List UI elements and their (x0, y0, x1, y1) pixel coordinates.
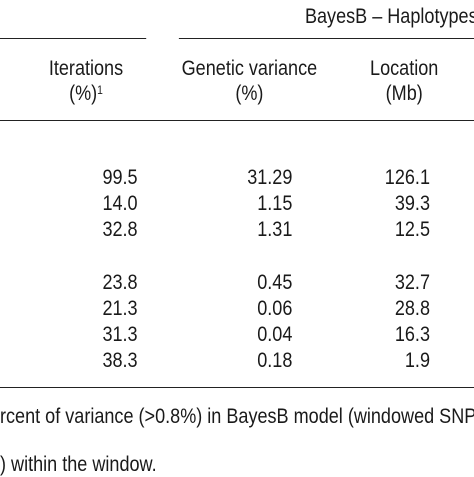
table-row-1-location: 126.1 (384, 166, 430, 189)
table-page: BayesB – Haplotypes Iterations (%)1 Gene… (0, 5, 474, 476)
table-row-1-genetic-variance: 31.29 (247, 166, 293, 189)
location-header-line2: (Mb) (385, 82, 423, 105)
iterations-unit: (%) (69, 82, 98, 105)
table-row-4-genetic-variance: 0.45 (257, 271, 293, 294)
table-row-6-iterations: 31.3 (102, 323, 138, 346)
group-header-rule (178, 38, 474, 39)
table-row-4-iterations: 23.8 (102, 271, 138, 294)
top-rule-left (0, 38, 147, 39)
table-row-6-location: 16.3 (394, 323, 430, 346)
table-row-6-genetic-variance: 0.04 (257, 323, 293, 346)
table-row-1-iterations: 99.5 (102, 166, 138, 189)
genetic-variance-header-line2: (%) (235, 82, 264, 105)
iterations-header-line1: Iterations (48, 57, 124, 80)
table-bottom-rule (0, 387, 474, 388)
footnote-line-2: ) within the window. (0, 453, 157, 476)
table-row-2-iterations: 14.0 (102, 192, 138, 215)
table-row-2-location: 39.3 (394, 192, 430, 215)
table-row-4-location: 32.7 (394, 271, 430, 294)
table-row-7-iterations: 38.3 (102, 349, 138, 372)
table-row-5-genetic-variance: 0.06 (257, 297, 293, 320)
column-header-location: Location (Mb) (353, 56, 456, 106)
table-row-3-location: 12.5 (394, 218, 430, 241)
header-bottom-rule (0, 120, 474, 121)
footnote-line-1: rcent of variance (>0.8%) in BayesB mode… (0, 405, 474, 428)
group-header: BayesB – Haplotypes (304, 5, 474, 28)
table-row-2-genetic-variance: 1.15 (257, 192, 293, 215)
column-header-iterations: Iterations (%)1 (26, 56, 146, 106)
table-row-5-iterations: 21.3 (102, 297, 138, 320)
table-row-3-genetic-variance: 1.31 (257, 218, 293, 241)
genetic-variance-header-line1: Genetic variance (181, 57, 318, 80)
column-header-genetic-variance: Genetic variance (%) (172, 56, 327, 106)
location-header-line1: Location (370, 57, 439, 80)
footnote-marker: 1 (97, 83, 103, 97)
iterations-header-line2: (%)1 (26, 81, 146, 106)
table-row-5-location: 28.8 (394, 297, 430, 320)
table-row-7-genetic-variance: 0.18 (257, 349, 293, 372)
table-row-3-iterations: 32.8 (102, 218, 138, 241)
table-row-7-location: 1.9 (404, 349, 430, 372)
